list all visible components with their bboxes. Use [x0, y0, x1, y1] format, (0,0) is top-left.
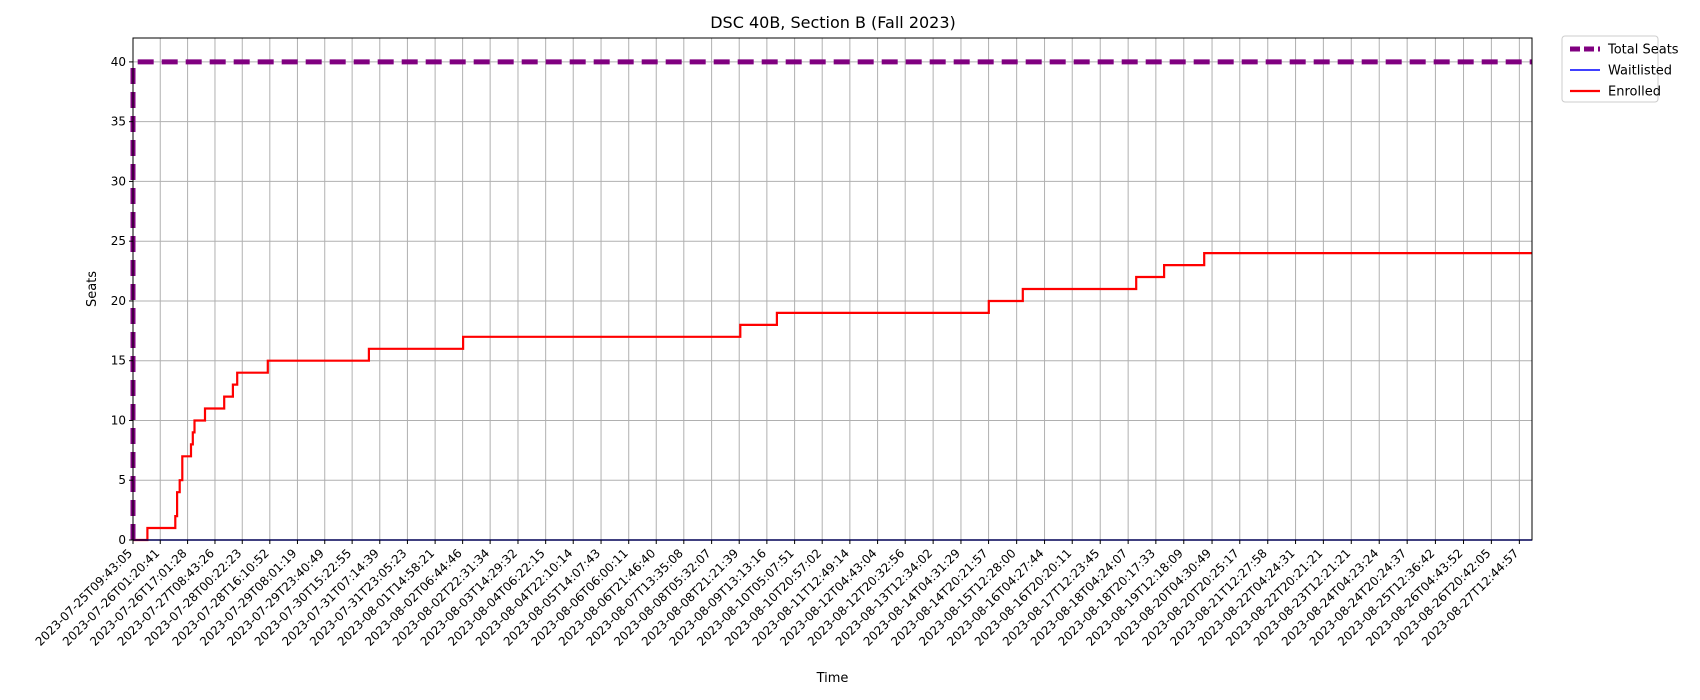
y-tick-label: 5 — [118, 473, 126, 487]
legend-label-waitlisted: Waitlisted — [1608, 64, 1672, 79]
y-tick-label: 30 — [111, 174, 126, 188]
legend-label-total-seats: Total Seats — [1607, 43, 1679, 58]
y-tick-label: 25 — [111, 234, 126, 248]
y-tick-label: 10 — [111, 413, 126, 427]
x-axis-label: Time — [816, 671, 849, 686]
y-tick-label: 0 — [118, 533, 126, 547]
y-tick-label: 15 — [111, 354, 126, 368]
y-tick-label: 20 — [111, 294, 126, 308]
y-tick-label: 35 — [111, 115, 126, 129]
legend: Total Seats Waitlisted Enrolled — [1561, 35, 1679, 103]
legend-label-enrolled: Enrolled — [1608, 85, 1661, 100]
series-line-total-seats — [130, 59, 1532, 540]
y-axis: 0 5 10 15 20 25 30 35 40 — [111, 55, 133, 547]
plot-frame — [132, 37, 1533, 541]
y-axis-label: Seats — [85, 271, 100, 307]
chart-title: DSC 40B, Section B (Fall 2023) — [710, 13, 956, 32]
y-tick-label: 40 — [111, 55, 126, 69]
legend-box — [1561, 35, 1659, 103]
series-line-enrolled — [133, 252, 1532, 542]
